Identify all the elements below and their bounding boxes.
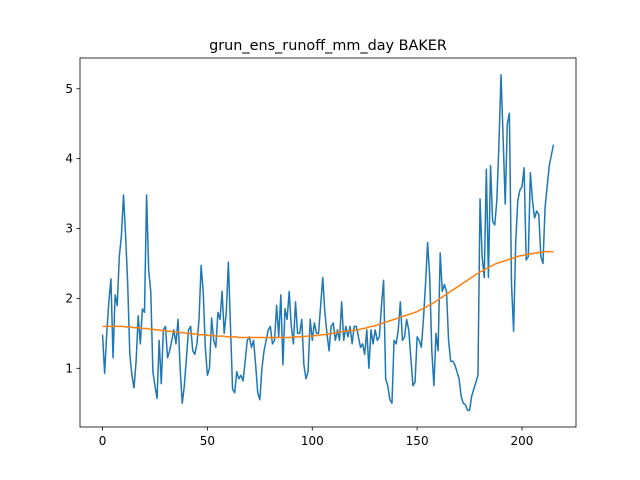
x-tick-label: 50	[200, 434, 215, 448]
data-line	[102, 250, 554, 339]
y-tick-label: 1	[65, 361, 73, 375]
x-tick-label: 0	[99, 434, 107, 448]
y-tick-label: 4	[65, 152, 73, 166]
x-tick-label: 200	[511, 434, 534, 448]
y-tick-label: 5	[65, 82, 73, 96]
x-tick-label: 150	[406, 434, 429, 448]
x-tick-label: 100	[301, 434, 324, 448]
chart-title: grun_ens_runoff_mm_day BAKER	[209, 38, 447, 54]
plot-frame	[79, 57, 577, 428]
data-line	[101, 74, 555, 411]
y-tick-label: 3	[65, 222, 73, 236]
y-tick-label: 2	[65, 291, 73, 305]
